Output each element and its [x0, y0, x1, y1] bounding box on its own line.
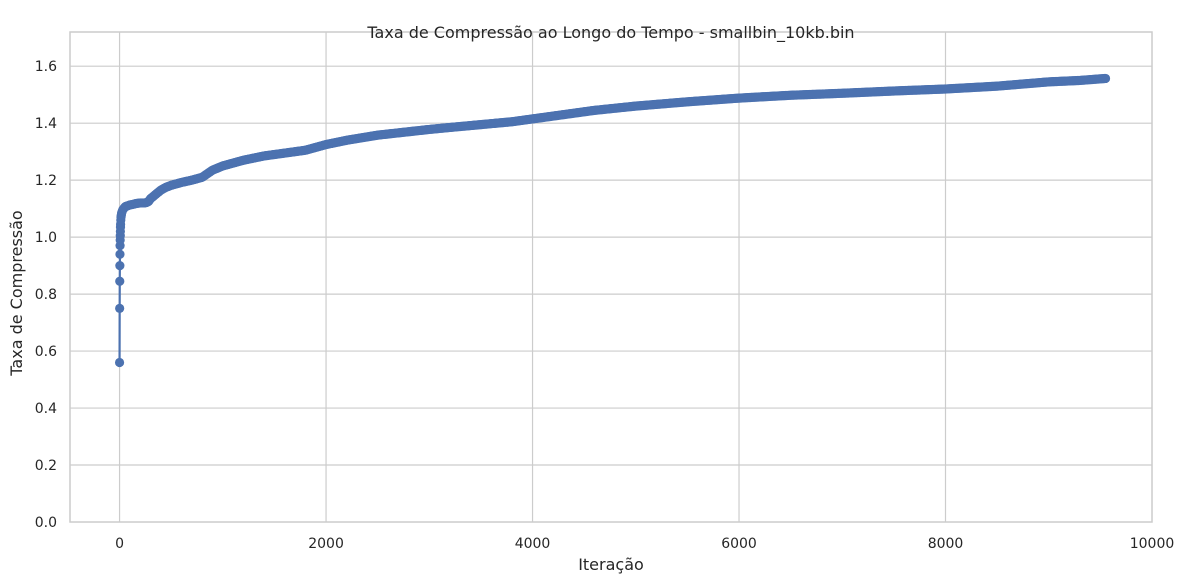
y-tick-label: 0.6: [35, 344, 57, 360]
data-point: [115, 276, 125, 286]
chart-title: Taxa de Compressão ao Longo do Tempo - s…: [366, 23, 854, 43]
x-tick-label: 4000: [515, 536, 551, 552]
y-tick-label: 0.0: [35, 515, 57, 531]
data-point: [115, 249, 125, 259]
y-tick-label: 0.2: [35, 458, 57, 474]
data-point: [114, 357, 125, 368]
y-tick-label: 0.4: [35, 401, 57, 417]
x-axis-ticks: 0 2000 4000 6000 8000 10000: [115, 536, 1174, 552]
data-point: [115, 261, 125, 271]
x-tick-label: 2000: [308, 536, 344, 552]
plot-frame: [69, 31, 1153, 523]
x-tick-label: 6000: [721, 536, 757, 552]
y-tick-label: 1.0: [35, 230, 57, 246]
y-tick-label: 1.6: [35, 59, 57, 75]
data-point: [1100, 73, 1111, 84]
grid: [70, 32, 1152, 522]
y-tick-label: 1.4: [35, 116, 57, 132]
y-tick-label: 1.2: [35, 173, 57, 189]
x-tick-label: 8000: [928, 536, 964, 552]
y-axis-ticks: 0.0 0.2 0.4 0.6 0.8 1.0 1.2 1.4 1.6: [35, 59, 57, 531]
x-tick-label: 10000: [1130, 536, 1175, 552]
data-point: [115, 303, 125, 313]
x-tick-label: 0: [115, 536, 124, 552]
y-axis-label: Taxa de Compressão: [7, 210, 26, 376]
series: [114, 73, 1111, 368]
y-tick-label: 0.8: [35, 287, 57, 303]
x-axis-label: Iteração: [578, 555, 644, 574]
